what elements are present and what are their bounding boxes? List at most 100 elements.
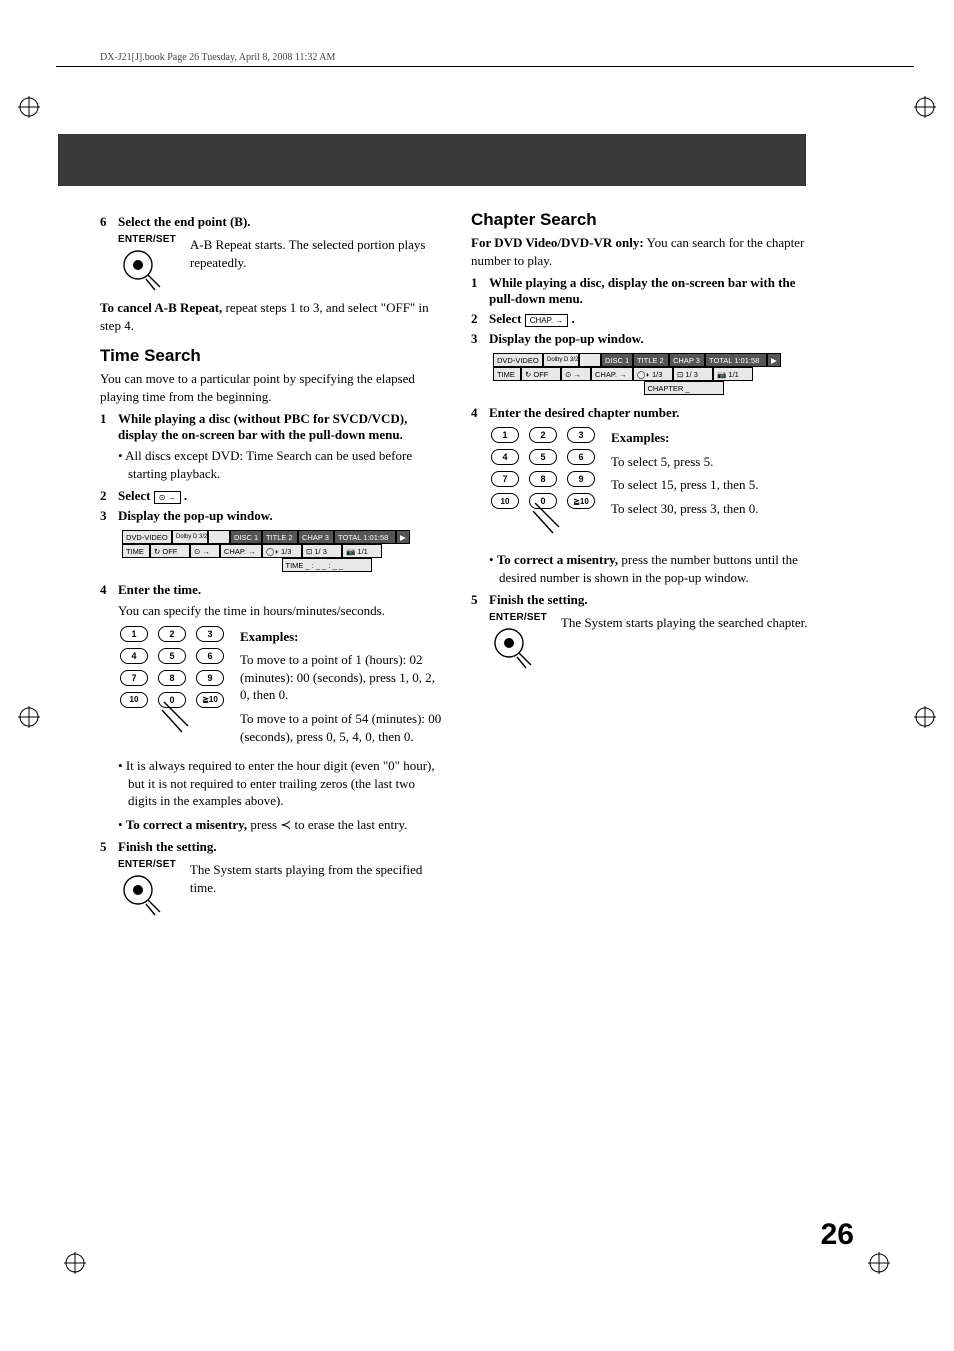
ts-step-2: 2Select ⊙ → . bbox=[100, 488, 443, 504]
key-8: 8 bbox=[529, 471, 557, 487]
enter-set-label: ENTER/SET bbox=[118, 859, 176, 870]
ts-step-3: 3Display the pop-up window. bbox=[100, 508, 443, 524]
osd-time-search: DVD-VIDEO Dolby D 3/2.1ch DISC 1 TITLE 2… bbox=[122, 530, 443, 572]
cs-step-3: 3Display the pop-up window. bbox=[471, 331, 814, 347]
osd-cell: ◯◗ 1/3 bbox=[262, 544, 302, 558]
osd-cell: ◯◗ 1/3 bbox=[633, 367, 673, 381]
left-column: 6 Select the end point (B). ENTER/SET A-… bbox=[100, 210, 443, 924]
remote-direction-icon bbox=[118, 245, 164, 291]
enter-set-label: ENTER/SET bbox=[489, 612, 547, 623]
key-1: 1 bbox=[491, 427, 519, 443]
chapter-intro: For DVD Video/DVD-VR only: You can searc… bbox=[471, 234, 814, 269]
ts-example-2: To move to a point of 54 (minutes): 00 (… bbox=[240, 710, 443, 745]
numeric-keypad: 1 2 3 4 5 6 7 8 9 10 0 ≧10 bbox=[120, 626, 224, 708]
cs-example-3: To select 30, press 3, then 0. bbox=[611, 500, 758, 518]
cs-note-correct: To correct a misentry, press the number … bbox=[489, 551, 814, 586]
time-goto-icon: ⊙ → bbox=[154, 491, 181, 504]
osd-cell: TOTAL 1:01:58 bbox=[334, 530, 396, 544]
enter-set-label: ENTER/SET bbox=[118, 234, 176, 245]
keypad-examples: 1 2 3 4 5 6 7 8 9 10 0 ≧10 Exa bbox=[120, 626, 443, 751]
osd-popup-chapter: CHAPTER _ bbox=[644, 381, 724, 395]
ts-note-hour: It is always required to enter the hour … bbox=[118, 757, 443, 810]
osd-cell: CHAP. → bbox=[591, 367, 633, 381]
osd-cell: TOTAL 1:01:58 bbox=[705, 353, 767, 367]
register-mark-icon bbox=[18, 706, 40, 728]
ts-note-correct: To correct a misentry, press ≺ to erase … bbox=[118, 816, 443, 834]
key-9: 9 bbox=[567, 471, 595, 487]
page-number: 26 bbox=[821, 1218, 854, 1252]
key-6: 6 bbox=[567, 449, 595, 465]
key-3: 3 bbox=[196, 626, 224, 642]
cs-step-4: 4Enter the desired chapter number. bbox=[471, 405, 814, 421]
osd-cell: DISC 1 bbox=[601, 353, 633, 367]
chapter-examples: Examples: To select 5, press 5. To selec… bbox=[611, 427, 758, 545]
key-4: 4 bbox=[120, 648, 148, 664]
key-2: 2 bbox=[529, 427, 557, 443]
osd-cell: Dolby D 3/2.1ch bbox=[543, 353, 579, 367]
enter-set-block: ENTER/SET The System starts playing the … bbox=[489, 612, 814, 669]
key-4: 4 bbox=[491, 449, 519, 465]
osd-cell bbox=[208, 530, 230, 544]
osd-cell: 📷 1/1 bbox=[713, 367, 753, 381]
osd-cell: ⊡ 1/ 3 bbox=[673, 367, 713, 381]
numeric-keypad: 1 2 3 4 5 6 7 8 9 10 0 ≧10 bbox=[491, 427, 595, 509]
time-search-heading: Time Search bbox=[100, 346, 443, 366]
ts5-body-text: The System starts playing from the speci… bbox=[190, 861, 443, 910]
osd-cell: TIME bbox=[493, 367, 521, 381]
osd-cell: ⊡ 1/ 3 bbox=[302, 544, 342, 558]
register-mark-icon bbox=[914, 706, 936, 728]
chap-goto-icon: CHAP. → bbox=[525, 314, 569, 327]
osd-cell: DVD-VIDEO bbox=[493, 353, 543, 367]
remote-direction-icon bbox=[160, 698, 206, 744]
register-mark-icon bbox=[64, 1252, 86, 1274]
osd-popup-time: TIME _ : _ _ : _ _ bbox=[282, 558, 372, 572]
osd-cell: ↻ OFF bbox=[150, 544, 190, 558]
register-mark-icon bbox=[914, 96, 936, 118]
register-mark-icon bbox=[18, 96, 40, 118]
osd-cell: CHAP. → bbox=[220, 544, 262, 558]
enter-set-block: ENTER/SET A-B Repeat starts. The selecte… bbox=[118, 234, 443, 291]
cs5-body-text: The System starts playing the searched c… bbox=[561, 614, 808, 663]
enter-set-icon: ENTER/SET bbox=[118, 859, 176, 916]
osd-cell: ⊙ → bbox=[561, 367, 591, 381]
register-mark-icon bbox=[868, 1252, 890, 1274]
osd-cell: ▶ bbox=[396, 530, 410, 544]
osd-cell bbox=[579, 353, 601, 367]
step-6: 6 Select the end point (B). bbox=[100, 214, 443, 230]
chapter-search-heading: Chapter Search bbox=[471, 210, 814, 230]
osd-cell: TIME bbox=[122, 544, 150, 558]
key-5: 5 bbox=[529, 449, 557, 465]
time-search-intro: You can move to a particular point by sp… bbox=[100, 370, 443, 405]
key-5: 5 bbox=[158, 648, 186, 664]
ts-step-5: 5Finish the setting. bbox=[100, 839, 443, 855]
cs-step-5: 5Finish the setting. bbox=[471, 592, 814, 608]
keypad-examples: 1 2 3 4 5 6 7 8 9 10 0 ≧10 Exa bbox=[491, 427, 814, 545]
ts-step-1: 1While playing a disc (without PBC for S… bbox=[100, 411, 443, 443]
osd-cell: TITLE 2 bbox=[633, 353, 669, 367]
key-3: 3 bbox=[567, 427, 595, 443]
osd-cell: ▶ bbox=[767, 353, 781, 367]
ts4-subtext: You can specify the time in hours/minute… bbox=[118, 602, 443, 620]
key-7: 7 bbox=[491, 471, 519, 487]
ts-step-1-note: All discs except DVD: Time Search can be… bbox=[118, 447, 443, 482]
key-8: 8 bbox=[158, 670, 186, 686]
cs-example-1: To select 5, press 5. bbox=[611, 453, 758, 471]
osd-cell: DISC 1 bbox=[230, 530, 262, 544]
remote-direction-icon bbox=[489, 623, 535, 669]
osd-cell: CHAP 3 bbox=[669, 353, 705, 367]
key-9: 9 bbox=[196, 670, 224, 686]
cs-step-2: 2Select CHAP. → . bbox=[471, 311, 814, 327]
osd-cell: DVD-VIDEO bbox=[122, 530, 172, 544]
remote-direction-icon bbox=[531, 499, 577, 545]
key-6: 6 bbox=[196, 648, 224, 664]
cs-example-2: To select 15, press 1, then 5. bbox=[611, 476, 758, 494]
osd-cell: Dolby D 3/2.1ch bbox=[172, 530, 208, 544]
key-2: 2 bbox=[158, 626, 186, 642]
cancel-ab-repeat: To cancel A-B Repeat, repeat steps 1 to … bbox=[100, 299, 443, 334]
step-6-title: Select the end point (B). bbox=[118, 214, 251, 229]
key-10: 10 bbox=[491, 493, 519, 509]
header-line: DX-J21[J].book Page 26 Tuesday, April 8,… bbox=[100, 52, 335, 63]
ab-repeat-text: A-B Repeat starts. The selected portion … bbox=[190, 236, 443, 285]
osd-cell: ↻ OFF bbox=[521, 367, 561, 381]
enter-set-block: ENTER/SET The System starts playing from… bbox=[118, 859, 443, 916]
